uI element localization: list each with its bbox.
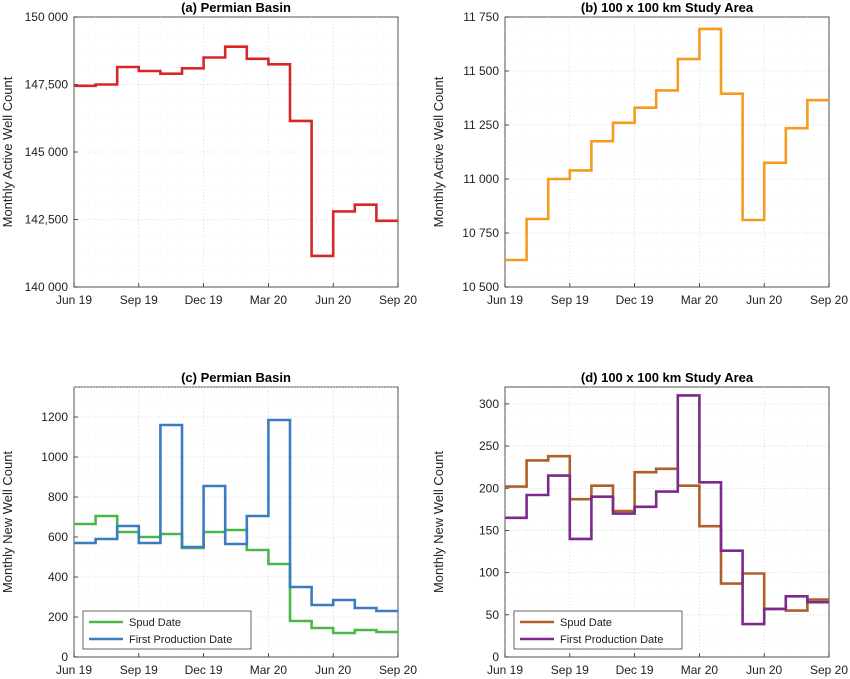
x-tick-label: Sep 20 bbox=[379, 663, 417, 677]
legend-box bbox=[513, 610, 683, 650]
x-tick-label: Mar 20 bbox=[250, 293, 288, 307]
y-tick-label: 11 000 bbox=[463, 172, 499, 186]
legend-label: First Production Date bbox=[129, 634, 232, 646]
y-tick-label: 400 bbox=[48, 570, 68, 584]
x-tick-label: Jun 20 bbox=[315, 663, 351, 677]
y-tick-label: 50 bbox=[486, 608, 500, 622]
y-tick-label: 142,500 bbox=[25, 213, 69, 227]
legend-label: Spud Date bbox=[560, 617, 612, 629]
x-tick-label: Dec 19 bbox=[185, 663, 223, 677]
x-tick-label: Dec 19 bbox=[616, 663, 654, 677]
y-tick-label: 1200 bbox=[41, 410, 68, 424]
legend: Spud Date First Production Date bbox=[513, 610, 683, 650]
y-tick-label: 147,500 bbox=[25, 78, 69, 92]
y-tick-label: 200 bbox=[479, 481, 499, 495]
chart-title: (c) Permian Basin bbox=[181, 370, 291, 385]
y-tick-label: 600 bbox=[48, 530, 68, 544]
y-tick-label: 200 bbox=[48, 610, 68, 624]
y-tick-label: 1000 bbox=[41, 450, 68, 464]
series-line-2 bbox=[505, 394, 829, 626]
x-tick-label: Dec 19 bbox=[185, 293, 223, 307]
x-tick-label: Sep 20 bbox=[379, 293, 417, 307]
x-tick-label: Sep 19 bbox=[120, 663, 158, 677]
y-tick-label: 11 500 bbox=[463, 64, 499, 78]
y-tick-label: 300 bbox=[479, 397, 499, 411]
x-tick-label: Mar 20 bbox=[681, 663, 719, 677]
series-line-1 bbox=[74, 45, 398, 258]
x-tick-label: Mar 20 bbox=[250, 663, 288, 677]
x-tick-label: Jun 20 bbox=[315, 293, 351, 307]
y-tick-label: 150 000 bbox=[25, 10, 69, 24]
x-tick-label: Dec 19 bbox=[616, 293, 654, 307]
y-tick-label: 150 bbox=[479, 523, 499, 537]
legend-box bbox=[82, 610, 252, 650]
y-tick-label: 0 bbox=[61, 650, 68, 664]
chart-panel-c: Jun 19 Sep 19 Dec 19 Mar 20 Jun 20 Sep 20 0 200… bbox=[0, 370, 417, 677]
series-line-1 bbox=[74, 514, 398, 635]
y-axis-label: Monthly Active Well Count bbox=[431, 76, 446, 227]
x-tick-label: Sep 19 bbox=[551, 663, 589, 677]
y-axis-label: Monthly New Well Count bbox=[0, 451, 15, 593]
y-tick-label: 140 000 bbox=[25, 280, 69, 294]
legend: Spud Date First Production Date bbox=[82, 610, 252, 650]
y-axis-label: Monthly Active Well Count bbox=[0, 76, 15, 227]
legend-label: Spud Date bbox=[129, 617, 181, 629]
y-tick-label: 250 bbox=[479, 439, 499, 453]
x-tick-label: Jun 20 bbox=[746, 293, 782, 307]
chart-panel-b: Jun 19 Sep 19 Dec 19 Mar 20 Jun 20 Sep 20 10 5… bbox=[431, 0, 848, 307]
x-tick-label: Sep 20 bbox=[810, 663, 848, 677]
x-tick-label: Mar 20 bbox=[681, 293, 719, 307]
x-tick-label: Sep 20 bbox=[810, 293, 848, 307]
x-tick-label: Jun 20 bbox=[746, 663, 782, 677]
chart-title: (d) 100 x 100 km Study Area bbox=[581, 370, 754, 385]
y-tick-label: 10 500 bbox=[462, 280, 499, 294]
x-tick-label: Jun 19 bbox=[56, 663, 92, 677]
y-tick-label: 100 bbox=[479, 566, 499, 580]
series-line-2 bbox=[74, 418, 398, 613]
chart-title: (b) 100 x 100 km Study Area bbox=[581, 0, 754, 15]
y-tick-label: 10 750 bbox=[462, 226, 499, 240]
chart-panel-d: Jun 19 Sep 19 Dec 19 Mar 20 Jun 20 Sep 20 0 50 1… bbox=[431, 370, 848, 677]
x-tick-label: Jun 19 bbox=[56, 293, 92, 307]
x-tick-label: Sep 19 bbox=[120, 293, 158, 307]
x-tick-label: Sep 19 bbox=[551, 293, 589, 307]
chart-title: (a) Permian Basin bbox=[181, 0, 291, 15]
y-tick-label: 145 000 bbox=[25, 145, 69, 159]
y-tick-label: 0 bbox=[492, 650, 499, 664]
y-axis-label: Monthly New Well Count bbox=[431, 451, 446, 593]
chart-panel-a: Jun 19 Sep 19 Dec 19 Mar 20 Jun 20 Sep 20 140 … bbox=[0, 0, 417, 307]
legend-label: First Production Date bbox=[560, 634, 663, 646]
x-tick-label: Jun 19 bbox=[487, 663, 523, 677]
y-tick-label: 11 250 bbox=[463, 118, 499, 132]
series-line-1 bbox=[505, 27, 829, 262]
x-tick-label: Jun 19 bbox=[487, 293, 523, 307]
y-tick-label: 11 750 bbox=[463, 10, 499, 24]
y-tick-label: 800 bbox=[48, 490, 68, 504]
